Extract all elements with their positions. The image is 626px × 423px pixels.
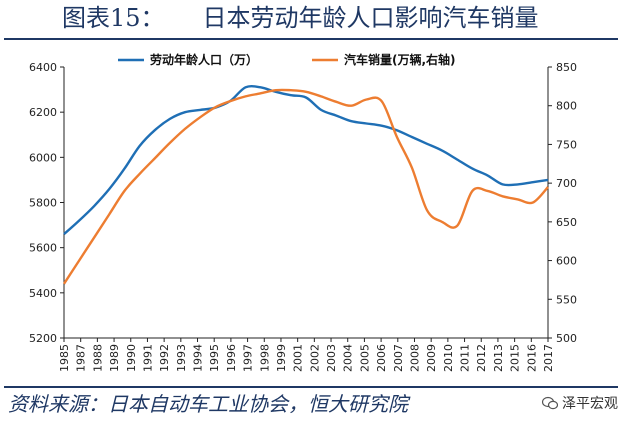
x-tick-label: 2004 [342,344,355,372]
y-tick-label-right: 500 [556,332,577,345]
x-tick-label: 1991 [141,344,154,372]
chart-axes: 5200 5400 5600 5800 6000 6200 6400 500 550 600 650… [29,61,577,372]
series-line-labor-population [63,84,549,236]
x-tick-label: 1998 [258,344,271,372]
x-tick-label: 1997 [242,344,255,372]
x-tick-label: 2013 [492,344,505,372]
y-tick-label-left: 5600 [29,242,57,255]
x-tick-label: 2010 [442,344,455,372]
chart-series [62,84,549,285]
wechat-icon [542,396,558,410]
figure-number: 图表15： [62,4,165,32]
x-tick-label: 1994 [192,344,205,372]
x-tick-label: 2003 [325,344,338,372]
line-chart: 5200 5400 5600 5800 6000 6200 6400 500 550 600 650… [29,52,577,372]
x-tick-label: 2007 [392,344,405,372]
x-tick-label: 2012 [475,344,488,372]
y-tick-label-left: 5400 [29,287,57,300]
x-tick-label: 2005 [358,344,371,372]
x-tick-label: 2017 [542,344,555,372]
x-tick-label: 1996 [225,344,238,372]
y-tick-label-right: 850 [556,61,577,74]
x-tick-label: 2009 [425,344,438,372]
x-tick-label: 1988 [91,344,104,372]
source-note: 资料来源：日本自动车工业协会，恒大研究院 [8,392,408,416]
x-tick-label: 1999 [275,344,288,372]
watermark: 泽平宏观 [542,394,618,414]
figure-title-text: 日本劳动年龄人口影响汽车销量 [202,4,539,32]
chart-legend: 劳动年龄人口（万） 汽车销量(万辆,右轴) [118,52,456,67]
x-tick-label: 2001 [292,344,305,372]
x-tick-label: 2016 [525,344,538,372]
y-tick-label-right: 750 [556,138,577,151]
y-tick-label-left: 6000 [29,151,57,164]
y-tick-label-right: 650 [556,216,577,229]
x-tick-label: 1995 [208,344,221,372]
x-tick-label: 2008 [408,344,421,372]
watermark-text: 泽平宏观 [562,396,618,412]
x-tick-label: 1987 [75,344,88,372]
x-tick-label: 1989 [108,344,121,372]
y-tick-label-left: 5800 [29,197,57,210]
y-tick-label-left: 5200 [29,332,57,345]
x-tick-label: 2006 [375,344,388,372]
x-tick-label: 2011 [459,344,472,372]
y-tick-label-left: 6200 [29,106,57,119]
figure-title: 图表15： 日本劳动年龄人口影响汽车销量 [0,2,626,34]
y-tick-label-right: 800 [556,100,577,113]
x-tick-label: 2002 [308,344,321,372]
x-tick-label: 1992 [158,344,171,372]
x-tick-label: 1985 [58,344,71,372]
bottom-rule [4,386,618,388]
x-tick-label: 1993 [175,344,188,372]
x-tick-label: 2015 [509,344,522,372]
legend-label: 汽车销量(万辆,右轴) [344,52,456,67]
top-rule [4,38,618,40]
legend-label: 劳动年龄人口（万） [150,52,258,67]
series-line-car-sales [62,88,549,285]
y-tick-label-right: 700 [556,177,577,190]
y-tick-label-left: 6400 [29,61,57,74]
y-tick-label-right: 550 [556,293,577,306]
x-tick-label: 1990 [125,344,138,372]
y-tick-label-right: 600 [556,255,577,268]
